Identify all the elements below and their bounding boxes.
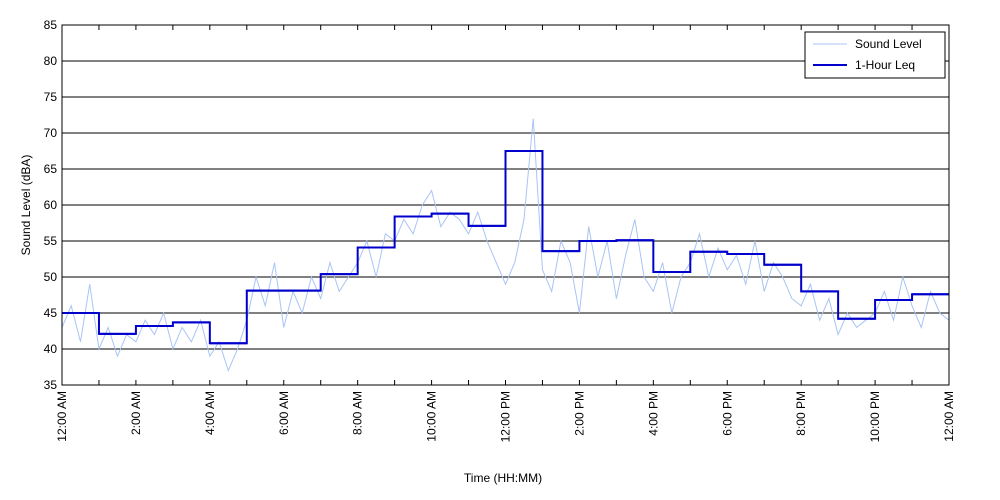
- x-axis-label: Time (HH:MM): [464, 471, 542, 485]
- x-tick-label: 4:00 PM: [646, 391, 660, 436]
- x-tick-label: 10:00 PM: [868, 391, 882, 442]
- x-tick-label: 4:00 AM: [203, 391, 217, 435]
- y-tick-label: 70: [44, 126, 58, 140]
- legend-box: [804, 31, 946, 79]
- x-tick-label: 6:00 PM: [720, 391, 734, 436]
- plot-frame: [61, 24, 950, 386]
- y-tick-label: 40: [44, 342, 58, 356]
- x-tick-label: 8:00 PM: [794, 391, 808, 436]
- y-tick-label: 75: [44, 90, 58, 104]
- x-tick-label: 10:00 AM: [425, 391, 439, 442]
- x-tick-label: 6:00 AM: [277, 391, 291, 435]
- y-tick-label: 85: [44, 18, 58, 32]
- y-tick-label: 80: [44, 54, 58, 68]
- x-tick-label: 12:00 PM: [499, 391, 513, 442]
- x-tick-label: 12:00 AM: [55, 391, 69, 442]
- y-tick-label: 50: [44, 270, 58, 284]
- y-tick-label: 45: [44, 306, 58, 320]
- x-tick-label: 2:00 PM: [572, 391, 586, 436]
- y-tick-label: 60: [44, 198, 58, 212]
- legend-label: 1-Hour Leq: [855, 58, 915, 72]
- y-tick-label: 35: [44, 378, 58, 392]
- sound-level-line: [61, 118, 950, 373]
- y-tick-label: 65: [44, 162, 58, 176]
- x-tick-label: 12:00 AM: [942, 391, 956, 442]
- y-axis-label: Sound Level (dBA): [19, 155, 33, 256]
- x-tick-label: 2:00 AM: [129, 391, 143, 435]
- x-tick-label: 8:00 AM: [351, 391, 365, 435]
- y-tick-label: 55: [44, 234, 58, 248]
- legend-label: Sound Level: [855, 37, 922, 51]
